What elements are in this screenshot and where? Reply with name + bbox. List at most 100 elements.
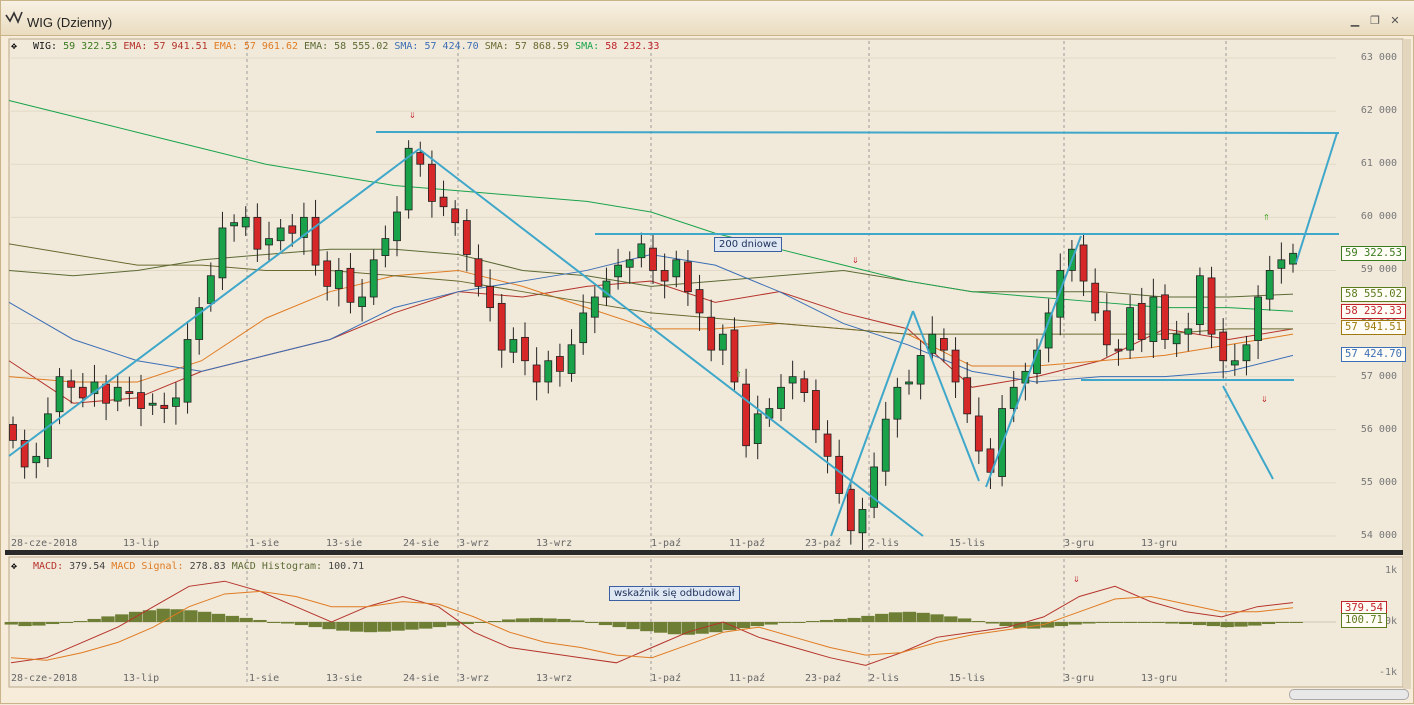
candle — [928, 316, 937, 362]
candle — [323, 251, 332, 301]
candle-down — [1114, 348, 1123, 352]
candle-down — [707, 316, 716, 351]
x-tick-label: 28-cze-2018 — [11, 538, 78, 549]
x-tick-label-macd: 13-sie — [326, 673, 363, 684]
legend-ema-1: EMA: 57 941.51 — [123, 41, 208, 52]
restore-icon[interactable]: ❐ — [1370, 14, 1380, 27]
candle-down — [1079, 244, 1088, 282]
candle-down — [649, 247, 657, 271]
x-tick-label: 13-sie — [326, 538, 363, 549]
legend-sma-3: SMA: 58 232.33 — [575, 41, 660, 52]
candle-up — [1056, 270, 1065, 318]
horizontal-scrollbar[interactable] — [1289, 689, 1409, 700]
candle-up — [881, 418, 890, 472]
candle — [428, 150, 436, 218]
y-tick-label: 59 000 — [1360, 264, 1397, 276]
x-tick-label: 3-wrz — [459, 538, 490, 549]
candle — [777, 374, 785, 422]
candle-up — [1254, 296, 1262, 341]
candle — [846, 480, 855, 545]
candle-up — [183, 339, 192, 403]
candle — [55, 368, 64, 425]
candle-down — [497, 302, 506, 351]
candle — [346, 253, 355, 314]
candle-down — [695, 289, 704, 314]
candle — [358, 278, 366, 322]
candle-up — [358, 296, 366, 307]
window-title: WIG (Dzienny) — [27, 15, 113, 30]
macd-histogram-bar — [502, 619, 516, 622]
y-tick-label: 63 000 — [1360, 52, 1397, 63]
candle — [67, 369, 76, 404]
candle-up — [509, 339, 518, 353]
macd-histogram-bar — [543, 618, 557, 622]
candle — [416, 141, 425, 177]
macd-histogram-bar — [101, 616, 115, 622]
move-handle-icon[interactable]: ✥ — [11, 41, 18, 52]
candle-up — [1277, 259, 1286, 269]
move-handle-macd-icon[interactable]: ✥ — [11, 561, 18, 572]
x-tick-label-macd: 13-lip — [123, 673, 160, 684]
candle-up — [300, 216, 308, 238]
candle — [858, 497, 867, 551]
candle — [113, 375, 122, 412]
candle — [590, 286, 599, 334]
candle-down — [1219, 331, 1228, 362]
candle-down — [1207, 277, 1216, 335]
macd-histogram-bar — [308, 622, 322, 628]
candle — [1126, 294, 1134, 359]
candle — [1196, 267, 1204, 335]
candle-up — [870, 466, 878, 508]
macd-y-tick-label: -1k — [1378, 667, 1397, 678]
macd-histogram-bar — [1096, 622, 1110, 624]
minimize-icon[interactable]: ▁ — [1350, 14, 1360, 27]
macd-histogram-bar — [1068, 622, 1082, 625]
candle — [369, 249, 378, 306]
macd-y-tick-label: 1k — [1384, 565, 1397, 576]
macd-histogram-bar — [1179, 622, 1193, 625]
macd-histogram-bar — [1109, 622, 1124, 623]
macd-histogram-bar — [515, 618, 530, 622]
candle-up — [90, 381, 99, 395]
macd-histogram-bar — [1206, 622, 1221, 627]
macd-histogram-bar — [1027, 622, 1041, 629]
macd-histogram-bar — [350, 622, 364, 632]
candle — [556, 343, 564, 387]
x-tick-label-macd: 3-wrz — [459, 673, 490, 684]
macd-histogram-bar — [239, 617, 253, 622]
candle-up — [404, 147, 413, 211]
title-bar[interactable]: WIG (Dzienny) ▁ ❐ ✕ — [1, 1, 1414, 36]
macd-histogram-bar — [681, 622, 695, 635]
candle-up — [579, 312, 588, 344]
price-tag: 57 424.70 — [1341, 347, 1406, 363]
macd-histogram-bar — [736, 622, 751, 629]
x-tick-label-macd: 3-gru — [1064, 673, 1095, 684]
candle-down — [346, 267, 355, 303]
macd-histogram-bar — [529, 617, 543, 622]
macd-histogram-bar — [280, 622, 295, 624]
macd-histogram-bar — [861, 615, 875, 622]
candle-up — [265, 238, 273, 246]
candle — [800, 370, 809, 403]
macd-histogram-bar — [957, 618, 972, 622]
x-tick-label: 3-gru — [1064, 538, 1095, 549]
macd-histogram-bar — [764, 622, 778, 625]
price-tag: 59 322.53 — [1341, 246, 1406, 262]
candle — [206, 262, 215, 312]
candle-up — [893, 386, 902, 420]
macd-histogram-bar — [750, 622, 765, 627]
close-icon[interactable]: ✕ — [1390, 14, 1400, 27]
macd-histogram-bar — [336, 622, 350, 631]
candle-down — [800, 378, 809, 393]
candle — [567, 329, 576, 382]
macd-histogram-bar — [170, 609, 184, 622]
macd-histogram-bar — [709, 622, 723, 633]
candle-up — [614, 264, 622, 278]
candle — [544, 350, 553, 394]
candle-up — [44, 413, 52, 459]
candle — [521, 322, 529, 376]
candle — [1172, 320, 1181, 358]
x-tick-label: 1-paź — [651, 538, 682, 549]
trend-line — [985, 235, 1082, 488]
